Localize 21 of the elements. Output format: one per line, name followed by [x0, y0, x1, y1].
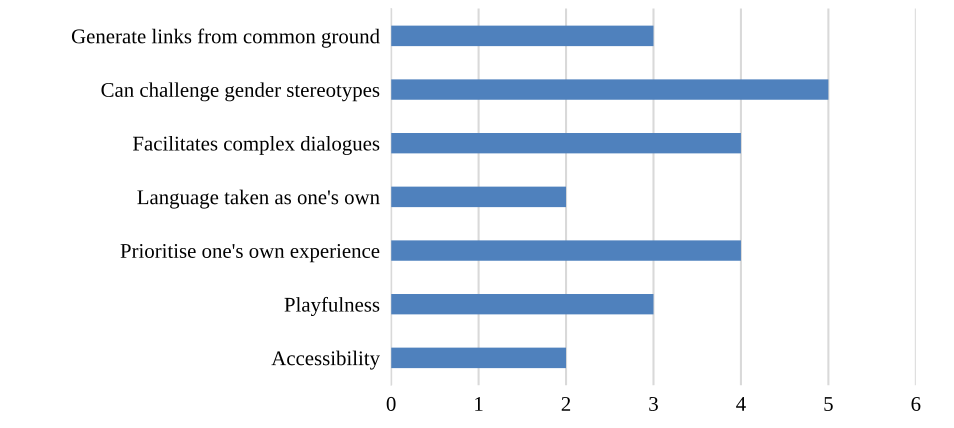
x-tick-label: 3 — [649, 396, 658, 411]
bar — [391, 348, 566, 368]
bar — [391, 26, 654, 46]
y-tick-label: Prioritise one's own experience — [120, 244, 380, 262]
x-tick-label: 6 — [912, 396, 920, 411]
y-tick-label: Playfulness — [284, 296, 380, 316]
y-tick-label: Accessibility — [271, 350, 380, 370]
bar — [391, 240, 741, 261]
bar — [391, 79, 828, 100]
y-tick-label: Language taken as one's own — [137, 190, 380, 209]
bar — [391, 186, 566, 208]
y-tick-label: Generate links from common ground — [72, 28, 380, 48]
y-tick-label: Can challenge gender stereotypes — [101, 82, 380, 102]
y-tick-label: Facilitates complex dialogues — [133, 136, 380, 155]
x-tick-label: 0 — [386, 396, 396, 411]
x-tick-label: 1 — [475, 397, 483, 411]
x-tick-label: 4 — [736, 397, 746, 411]
bar — [391, 294, 654, 314]
x-tick-label: 2 — [562, 396, 570, 411]
x-tick-label: 5 — [824, 397, 833, 411]
bar — [391, 133, 741, 154]
